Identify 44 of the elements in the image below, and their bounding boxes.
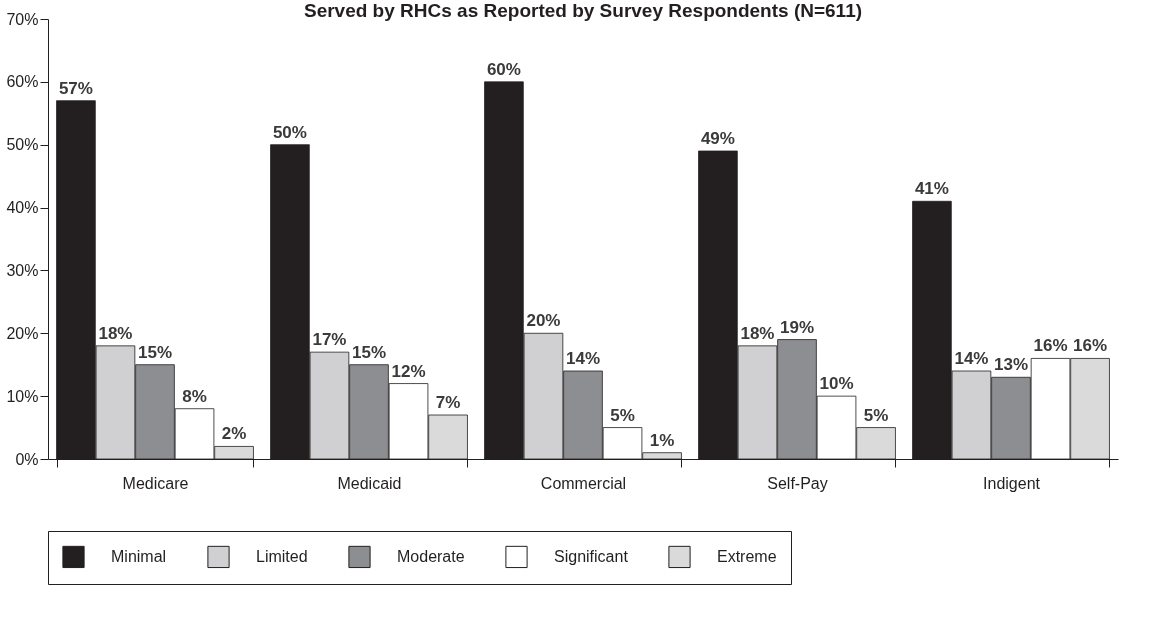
y-tick-label: 20%: [6, 324, 39, 342]
y-tick-label: 40%: [6, 199, 39, 217]
data-label: 7%: [435, 393, 461, 412]
data-label: 10%: [819, 374, 854, 394]
data-label: 14%: [954, 349, 989, 368]
legend-label: Moderate: [397, 547, 465, 565]
data-label: 18%: [98, 323, 133, 343]
data-label: 8%: [182, 386, 207, 406]
data-label: 41%: [914, 179, 949, 199]
y-tick-label: 10%: [6, 387, 39, 405]
data-label: 16%: [1033, 336, 1068, 356]
data-label: 49%: [700, 129, 735, 148]
legend-label: Limited: [256, 547, 308, 565]
legend-label: Significant: [554, 547, 629, 565]
y-tick-label: 50%: [6, 136, 39, 154]
x-tick-label: Commercial: [540, 474, 627, 492]
data-label: 18%: [740, 323, 775, 343]
data-label: 5%: [863, 405, 889, 425]
chart-title: Served by RHCs as Reported by Survey Respondents (N=611): [303, 0, 863, 21]
data-label: 12%: [391, 361, 426, 381]
x-tick-label: Indigent: [983, 474, 1041, 492]
y-tick-label: 30%: [6, 261, 39, 279]
x-tick-label: Self-Pay: [767, 474, 828, 492]
data-label: 1%: [649, 430, 675, 450]
data-label: 20%: [526, 311, 561, 331]
data-label: 14%: [565, 349, 601, 368]
data-label: 5%: [610, 405, 635, 425]
data-label: 17%: [312, 330, 347, 350]
y-tick-label: 0%: [15, 450, 39, 468]
data-label: 57%: [58, 78, 93, 98]
data-label: 50%: [272, 122, 307, 142]
x-tick-label: Medicare: [122, 474, 189, 492]
data-label: 16%: [1073, 336, 1108, 356]
legend-label: Extreme: [717, 547, 777, 565]
data-label: 60%: [486, 59, 521, 79]
x-tick-label: Medicaid: [337, 474, 402, 492]
data-label: 15%: [351, 342, 387, 362]
data-label: 15%: [137, 342, 173, 362]
data-label: 19%: [779, 317, 815, 337]
data-label: 13%: [993, 355, 1029, 375]
y-tick-label: 60%: [6, 73, 39, 91]
y-tick-label: 70%: [6, 10, 39, 28]
legend-label: Minimal: [111, 547, 167, 565]
data-label: 2%: [221, 424, 247, 444]
